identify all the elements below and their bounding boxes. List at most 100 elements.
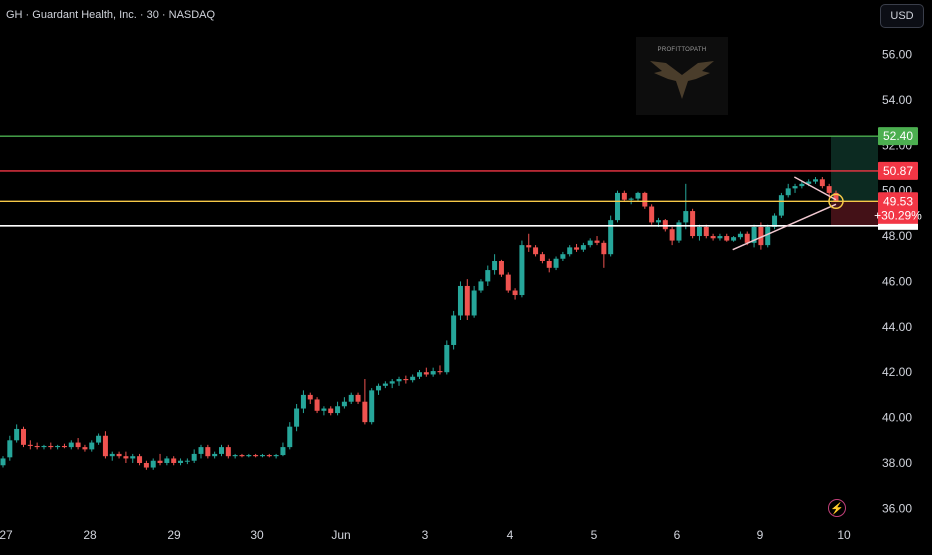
candle-body — [266, 455, 272, 457]
candle-body — [287, 426, 293, 448]
candle-body — [96, 435, 102, 443]
candle-body — [212, 453, 218, 457]
candle-body — [75, 442, 81, 448]
watermark-logo: PROFITTOPATH — [636, 37, 728, 115]
x-tick-label: 28 — [83, 528, 97, 542]
x-tick-label: 4 — [507, 528, 514, 542]
candle-body — [758, 226, 764, 246]
candle-body — [505, 274, 511, 291]
last-price-tag-text: 49.53 — [883, 194, 913, 208]
candle-body — [580, 245, 586, 250]
candle-body — [628, 198, 634, 200]
candle-body — [150, 460, 156, 468]
candle-body — [539, 254, 545, 261]
candle-body — [82, 447, 88, 450]
target-price-tag — [878, 127, 918, 146]
candle-body — [143, 462, 149, 468]
candle-body — [191, 453, 197, 461]
candle-body — [649, 206, 655, 223]
candle-body — [205, 447, 211, 457]
currency-button[interactable]: USD — [880, 4, 924, 28]
candle-body — [218, 447, 224, 454]
candle-body — [123, 456, 129, 459]
candle-body — [48, 445, 54, 448]
candle-body — [403, 379, 409, 381]
candle-body — [232, 455, 238, 457]
target-price-tag-text: 52.40 — [883, 129, 913, 143]
candle-body — [710, 236, 716, 239]
candle-body — [533, 247, 539, 255]
candle-body — [157, 460, 163, 463]
candle-body — [109, 453, 115, 457]
candle-body — [164, 458, 170, 463]
candle-body — [744, 233, 750, 243]
candle-body — [785, 188, 791, 196]
candle-body — [567, 247, 573, 255]
candle-body — [519, 245, 525, 296]
candle-body — [492, 261, 498, 271]
candle-body — [89, 442, 95, 450]
candle-body — [55, 445, 61, 448]
candle-body — [683, 211, 689, 223]
entry-marker — [828, 193, 844, 210]
candle-body — [574, 247, 580, 250]
candle-body — [314, 399, 320, 411]
x-tick-label: 30 — [250, 528, 264, 542]
candle-body — [799, 183, 805, 187]
candle-body — [696, 226, 702, 237]
x-tick-label: 3 — [422, 528, 429, 542]
candle-body — [464, 285, 470, 316]
candle-body — [280, 447, 286, 456]
candle-body — [703, 226, 709, 237]
candle-body — [608, 220, 614, 255]
candle-body — [41, 445, 47, 448]
candle-body — [615, 192, 621, 221]
y-tick-label: 48.00 — [882, 229, 912, 243]
candle-body — [430, 371, 436, 375]
candle-body — [826, 186, 832, 193]
candle-body — [389, 381, 395, 384]
candle-body — [417, 372, 422, 377]
symbol-title: GH · Guardant Health, Inc. · 30 · NASDAQ — [6, 9, 216, 21]
candle-body — [27, 444, 33, 446]
loss-zone — [831, 201, 878, 226]
candle-body — [676, 222, 682, 241]
candle-body — [0, 458, 6, 466]
candle-body — [348, 394, 354, 402]
candle-body — [198, 447, 204, 454]
candle-body — [300, 394, 306, 409]
candle-body — [14, 428, 20, 441]
candle-body — [34, 445, 40, 448]
candle-body — [655, 220, 661, 223]
candle-body — [410, 376, 416, 381]
candle-body — [423, 372, 429, 375]
candle-body — [307, 394, 313, 400]
candle-body — [642, 192, 648, 207]
candle-body — [662, 220, 668, 230]
candle-body — [444, 344, 450, 373]
candle-body — [130, 456, 136, 459]
candle-body — [778, 195, 784, 216]
x-tick-label: 10 — [837, 528, 851, 542]
candle-body — [546, 261, 552, 268]
candle-body — [724, 236, 730, 241]
y-tick-label: 56.00 — [882, 47, 912, 61]
candle-body — [717, 236, 723, 239]
candle-body — [61, 445, 67, 448]
candle-body — [635, 192, 641, 199]
candle-body — [171, 458, 177, 463]
stop-price-tag — [878, 161, 918, 180]
last-price-tag — [878, 192, 918, 225]
y-tick-label: 44.00 — [882, 320, 912, 334]
candle-body — [560, 254, 566, 259]
candle-body — [273, 455, 279, 457]
candle-body — [512, 290, 518, 296]
candle-body — [137, 456, 143, 463]
candle-body — [7, 440, 13, 458]
flash-icon[interactable]: ⚡ — [828, 499, 846, 517]
x-tick-label: 27 — [0, 528, 13, 542]
candle-body — [478, 281, 484, 291]
